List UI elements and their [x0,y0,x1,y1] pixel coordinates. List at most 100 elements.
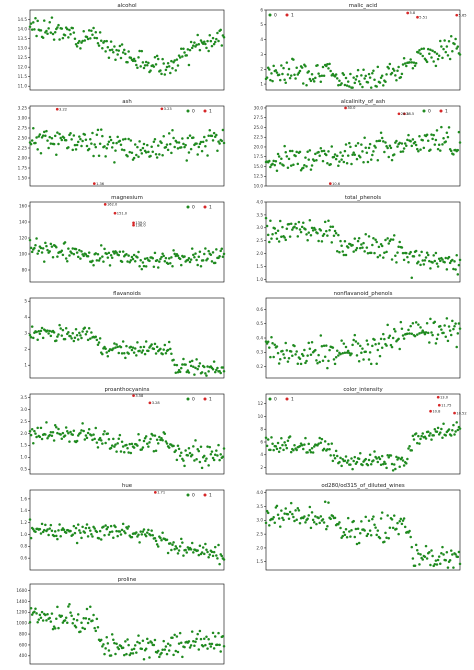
data-point [275,447,279,451]
data-point [204,42,207,46]
data-point [409,324,412,328]
data-point [353,535,357,539]
data-point [306,451,309,454]
data-point [412,438,416,441]
data-point [52,38,56,41]
data-point [78,135,81,138]
data-point [99,128,103,131]
data-point [419,437,422,441]
data-point [445,317,449,320]
data-point [281,349,284,353]
data-point [56,335,59,338]
data-point [209,39,213,43]
data-point [206,445,209,448]
data-point [397,65,400,69]
data-point [105,39,108,43]
data-point [129,451,133,455]
y-tick-label: 1 [24,363,27,368]
data-point [213,40,217,44]
data-point [286,166,290,169]
data-point [410,144,414,148]
data-point [320,344,324,348]
data-point [352,76,355,79]
data-point [222,252,226,256]
data-point [436,265,440,268]
y-tick-label: 3.5 [20,395,27,400]
data-point [58,132,61,136]
data-point [395,455,398,459]
data-point [30,613,34,616]
data-point [354,248,358,252]
data-point [34,530,37,533]
data-point [201,644,205,648]
data-point [346,154,350,157]
data-point [288,149,292,153]
data-point [80,250,83,253]
data-point [428,551,431,554]
data-point [315,522,318,526]
data-point [345,535,349,539]
data-point [452,327,455,331]
data-point [278,358,282,361]
data-point [455,253,458,257]
data-point [165,143,169,146]
data-point [63,337,67,341]
data-point [285,61,289,64]
data-point [383,251,386,254]
data-point [75,143,79,147]
data-point [373,450,376,453]
data-point [302,82,305,85]
data-point [180,641,183,645]
data-point [46,612,49,616]
chart-panel-flavanoids: flavanoids 1 2 3 4 5 [0,288,238,384]
data-point [165,65,169,69]
data-point [182,459,185,462]
data-point [326,63,329,66]
data-point [390,158,394,162]
data-point [340,464,343,468]
data-point [268,346,271,349]
data-point [60,249,64,253]
data-point [87,327,91,330]
data-point [431,261,434,264]
data-point [45,421,48,424]
data-point [89,529,92,532]
data-point [302,221,305,224]
data-point [152,265,156,269]
data-point [129,139,133,142]
data-point [278,219,282,223]
data-point [322,232,326,236]
data-point [329,225,332,229]
data-point [391,238,395,241]
data-point [439,39,442,43]
data-point [422,331,426,334]
data-point [430,331,433,334]
data-point [164,68,168,72]
data-point [132,253,136,257]
data-point [153,55,157,59]
data-point [298,150,302,154]
legend-label: 1 [291,397,294,403]
data-point [83,531,87,534]
data-point [73,336,77,340]
data-point [114,149,117,152]
data-point [264,521,268,525]
outlier-point [92,182,96,185]
data-point [35,34,38,38]
data-point [113,45,116,48]
data-point [284,341,287,345]
data-point [442,47,445,51]
data-point [342,531,346,534]
data-point [311,229,315,232]
data-point [139,65,142,68]
data-point [173,363,176,367]
data-point [113,252,116,255]
data-point [395,261,398,264]
data-point [212,131,216,135]
data-point [80,429,83,432]
data-point [361,150,364,153]
data-point [306,150,309,154]
plot-frame [29,201,225,283]
data-point [133,59,137,63]
